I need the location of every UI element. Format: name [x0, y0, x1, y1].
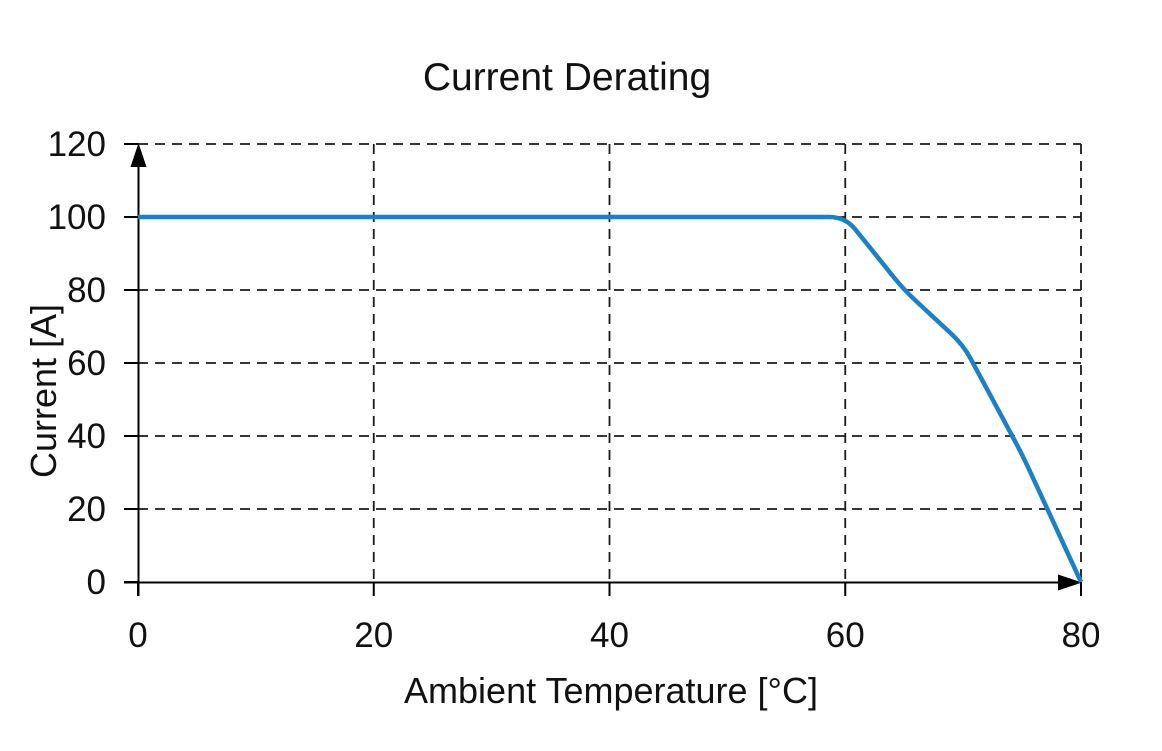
y-axis-label: Current [A]	[23, 304, 64, 478]
chart-title: Current Derating	[423, 56, 711, 99]
y-axis-arrow	[130, 143, 147, 167]
x-tick-label: 40	[590, 616, 629, 655]
y-tick-label: 0	[87, 563, 106, 602]
y-tick-label: 40	[67, 417, 106, 456]
axes	[124, 143, 1082, 596]
y-tick-label: 20	[67, 490, 106, 529]
y-tick-label: 120	[48, 125, 106, 164]
x-axis-arrow	[1058, 574, 1082, 591]
gridlines	[138, 143, 1082, 582]
axis-ticks	[124, 143, 1082, 596]
y-tick-label: 100	[48, 198, 106, 237]
y-tick-label: 80	[67, 271, 106, 310]
tick-labels: 0 20 40 60 80 100 120 0 20 40 60 80	[48, 125, 1101, 655]
x-tick-label: 60	[826, 616, 865, 655]
x-tick-label: 80	[1062, 616, 1101, 655]
x-axis-label: Ambient Temperature [°C]	[404, 670, 818, 711]
series-lines	[138, 214, 1084, 583]
y-tick-label: 60	[67, 344, 106, 383]
x-tick-label: 20	[354, 616, 393, 655]
x-tick-label: 0	[128, 616, 147, 655]
derating-curve	[138, 214, 1084, 583]
